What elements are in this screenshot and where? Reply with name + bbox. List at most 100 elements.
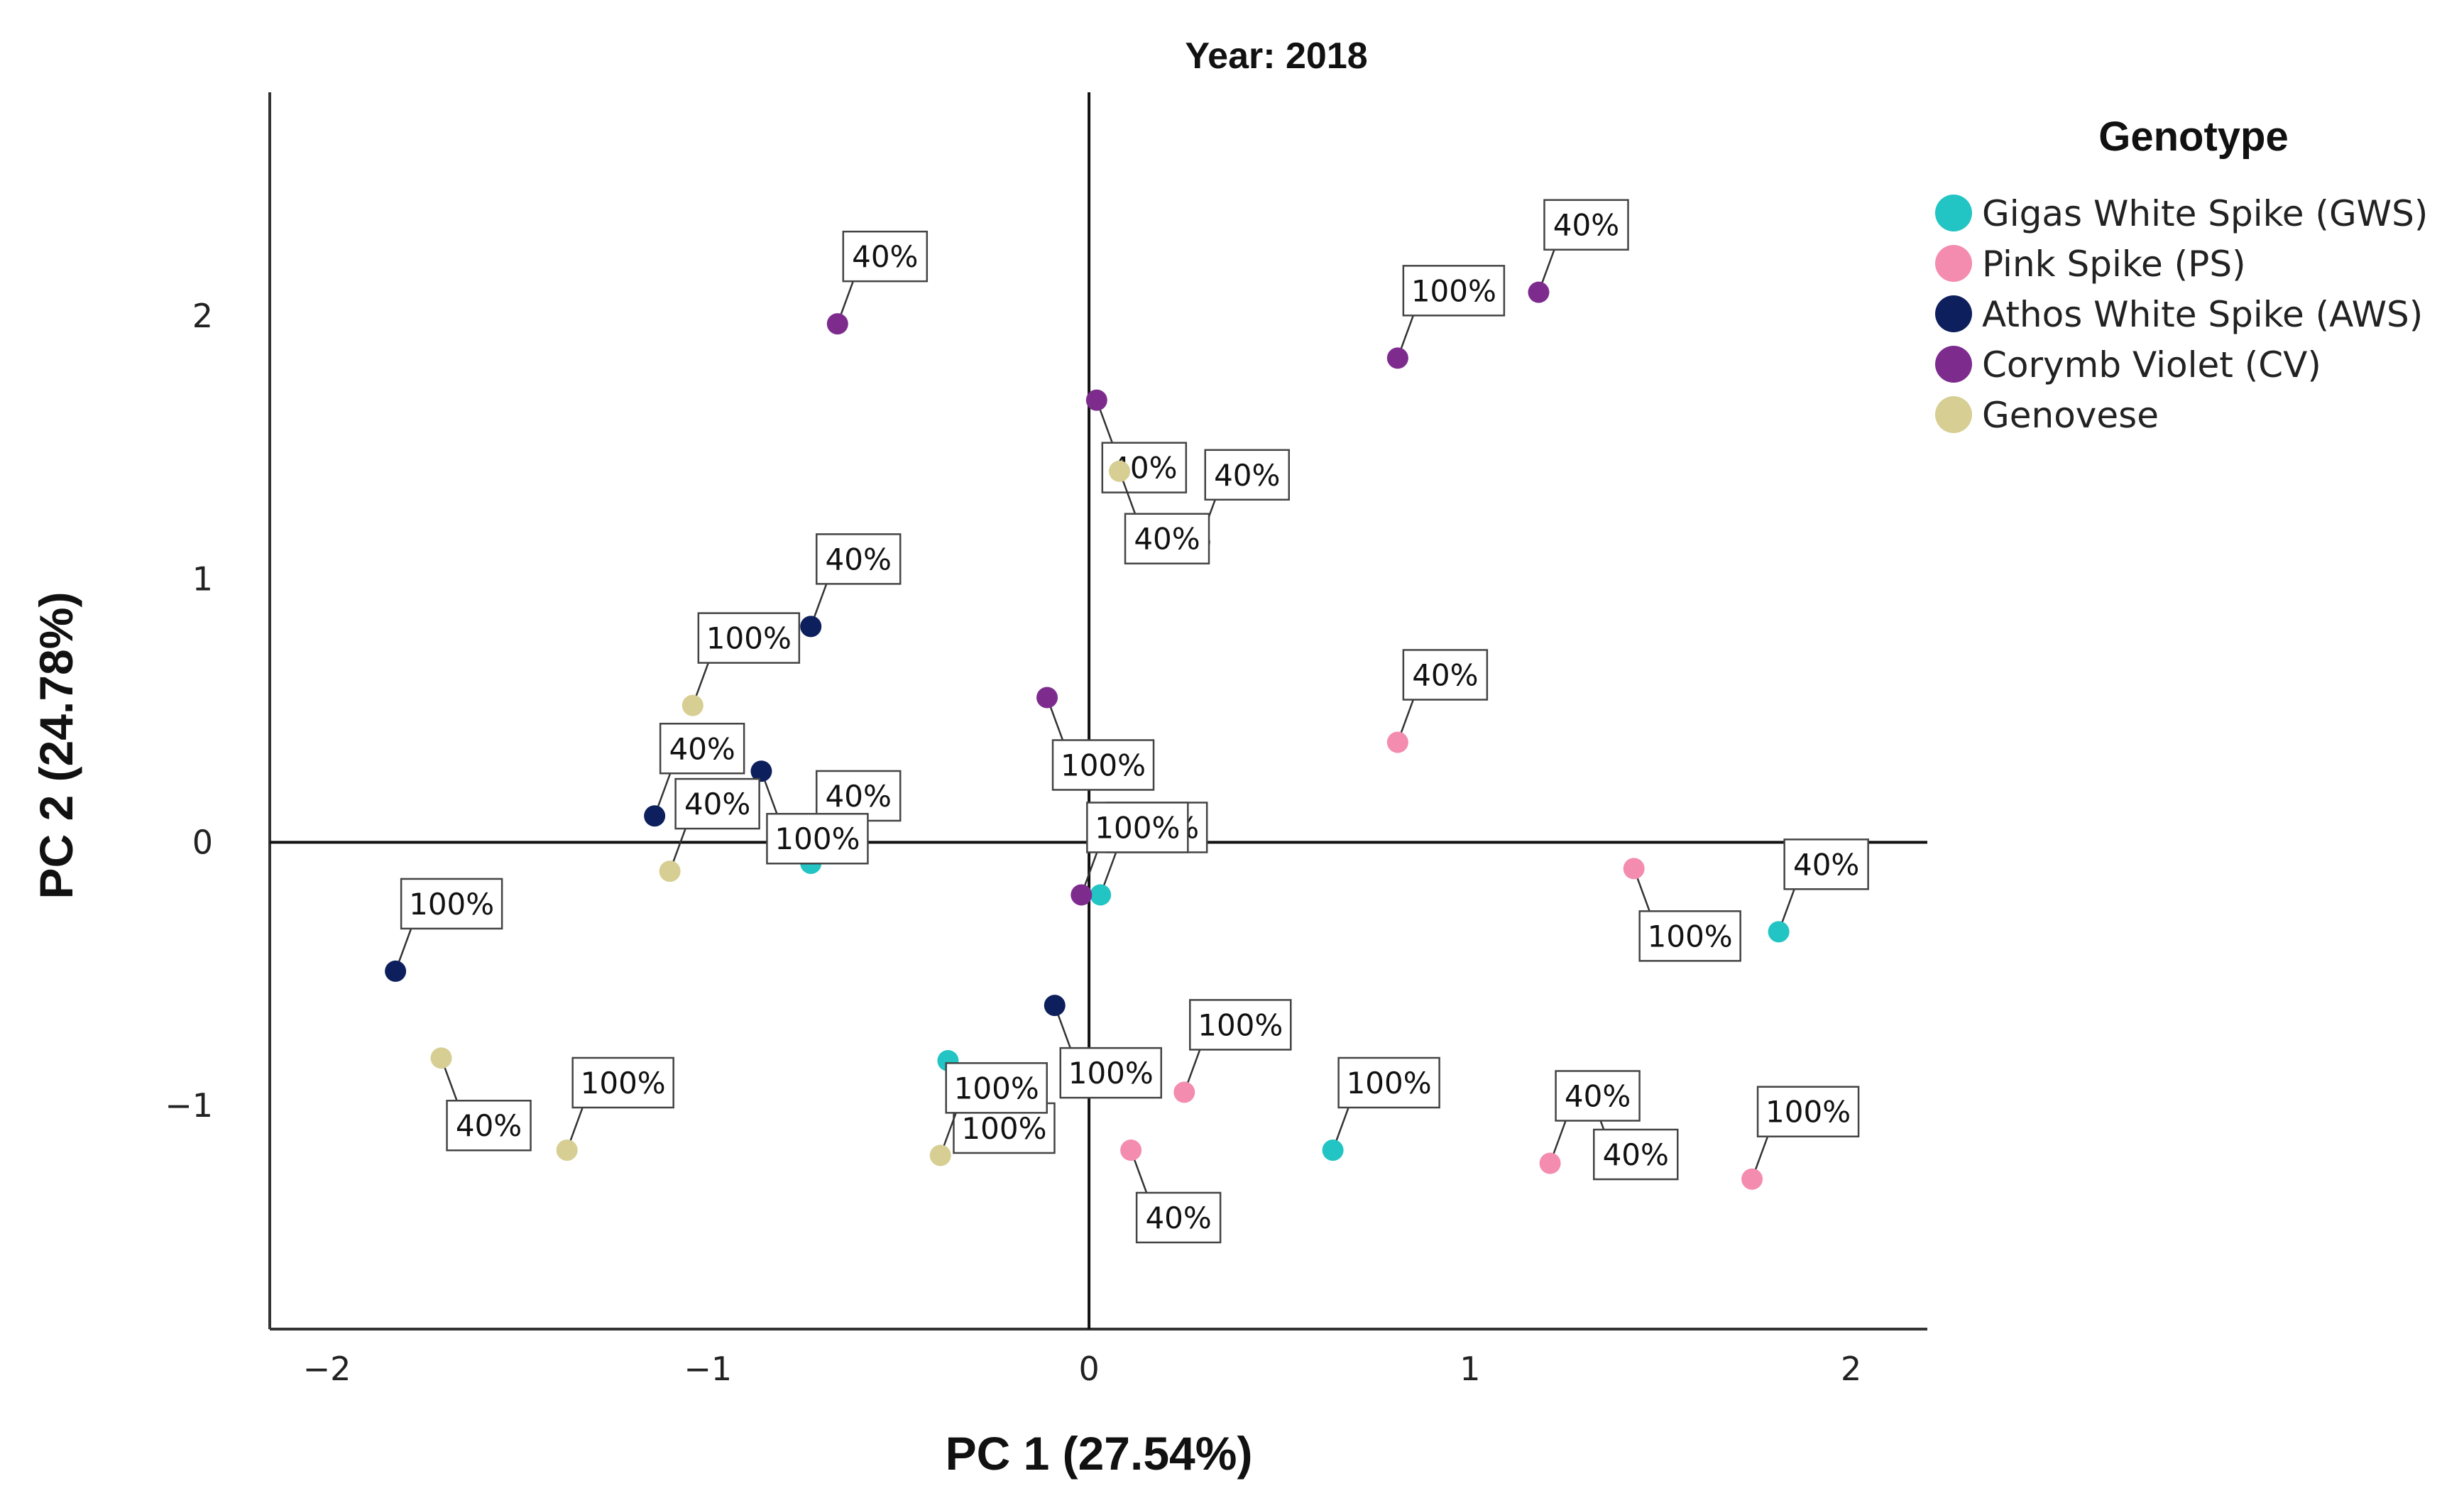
legend-marker	[1935, 346, 1972, 383]
data-point	[1173, 1081, 1195, 1103]
callout-box	[1204, 449, 1290, 501]
point-callout: 100%	[1332, 1056, 1440, 1151]
data-point	[659, 860, 681, 883]
point-label: 40%	[1603, 1137, 1669, 1172]
point-label: 100%	[409, 887, 494, 922]
y-tick-label: 1	[192, 560, 213, 599]
point-label: 100%	[581, 1066, 666, 1100]
point-label: 40%	[1565, 1078, 1631, 1113]
legend-entry-label: Corymb Violet (CV)	[1982, 344, 2321, 386]
data-point	[1386, 731, 1408, 753]
data-point	[1090, 884, 1112, 906]
y-tick-label: −1	[165, 1086, 213, 1125]
point-label: 100%	[1068, 1056, 1154, 1091]
data-point	[1036, 687, 1058, 709]
point-callout: 40%	[1778, 838, 1869, 932]
x-tick-label: 2	[1841, 1350, 1861, 1388]
data-point	[681, 694, 703, 716]
callout-box	[1189, 999, 1292, 1051]
callout-box	[659, 723, 745, 775]
plot-area: −2 −1 0 1 2 −1 0 1 2 40% 40% 100% 40% 100% 100% 100% 40%…	[165, 92, 1927, 1388]
point-callout: 100%	[1751, 1086, 1860, 1180]
legend-entry-label: Pink Spike (PS)	[1982, 244, 2246, 285]
callout-box	[1402, 649, 1489, 701]
point-callout: 40%	[1129, 1149, 1222, 1244]
legend: Genotype Gigas White Spike (GWS) Pink Spi…	[1935, 114, 2428, 436]
point-label: 100%	[1347, 1066, 1432, 1100]
point-label: 100%	[1061, 748, 1146, 782]
callout-box	[1543, 199, 1629, 251]
legend-marker	[1935, 396, 1972, 433]
callout-box	[571, 1056, 674, 1109]
point-label: 100%	[706, 621, 792, 656]
point-callout: 100%	[691, 612, 801, 706]
point-callout: 40%	[810, 533, 902, 627]
data-point	[430, 1047, 452, 1069]
point-callout: 100%	[939, 1062, 1048, 1156]
legend-entry-label: Genovese	[1982, 395, 2159, 436]
y-tick-label: 2	[192, 297, 213, 335]
callout-box	[815, 770, 902, 822]
callout-box	[1086, 802, 1189, 853]
point-callout: 40%	[1396, 649, 1489, 743]
point-label: 40%	[1412, 657, 1478, 692]
callout-box	[1124, 513, 1210, 564]
data-point	[1322, 1139, 1344, 1161]
data-point	[1109, 460, 1131, 482]
point-label: 40%	[1793, 847, 1859, 882]
point-callout: 100%	[1183, 999, 1292, 1093]
data-point	[556, 1139, 578, 1161]
point-callout: 40%	[669, 777, 760, 872]
callout-box	[446, 1099, 532, 1152]
legend-marker	[1935, 245, 1972, 282]
data-point	[385, 960, 407, 982]
point-label: 40%	[456, 1108, 522, 1143]
point-label: 40%	[852, 239, 918, 274]
data-point	[1044, 995, 1066, 1017]
callout-box	[1051, 739, 1155, 791]
point-label: 100%	[1198, 1007, 1283, 1042]
callout-box	[842, 230, 929, 283]
point-label: 100%	[1648, 919, 1733, 954]
point-callout: 40%	[653, 723, 745, 816]
callout-box	[1756, 1086, 1860, 1137]
data-point	[1768, 921, 1790, 943]
data-point	[750, 760, 772, 782]
legend-entry-label: Gigas White Spike (GWS)	[1982, 193, 2428, 234]
callout-box	[674, 777, 760, 830]
x-tick-label: 0	[1078, 1350, 1099, 1388]
legend-marker	[1935, 195, 1972, 231]
data-point	[1071, 884, 1093, 906]
callout-box	[697, 612, 801, 664]
callout-box	[1059, 1047, 1163, 1099]
y-axis-label: PC 2 (24.78%)	[30, 592, 82, 900]
callout-box	[1337, 1056, 1440, 1109]
point-callout: 40%	[1198, 449, 1290, 543]
point-callout: 100%	[394, 878, 503, 972]
point-label: 100%	[1411, 273, 1496, 308]
x-tick-label: −1	[684, 1350, 732, 1388]
data-point	[800, 616, 822, 638]
point-callout: 40%	[440, 1057, 532, 1152]
point-label: 40%	[1553, 208, 1619, 243]
data-point	[1528, 281, 1550, 303]
point-label: 100%	[954, 1071, 1039, 1105]
callout-box	[1135, 1191, 1222, 1244]
chart-title: Year: 2018	[1185, 35, 1367, 77]
point-callout: 40%	[1095, 400, 1188, 493]
callout-box	[766, 812, 869, 865]
callout-box	[1555, 1070, 1641, 1122]
point-callout: 40%	[1118, 471, 1210, 564]
x-tick-label: 1	[1460, 1350, 1480, 1388]
data-point	[1741, 1168, 1763, 1190]
data-point	[1623, 858, 1645, 880]
callout-box	[1402, 265, 1506, 317]
x-axis-label: PC 1 (27.54%)	[946, 1427, 1253, 1480]
point-label: 100%	[1095, 810, 1180, 845]
data-point	[929, 1144, 951, 1166]
data-point	[644, 805, 666, 827]
point-label: 100%	[961, 1111, 1046, 1146]
point-callout: 100%	[1396, 265, 1506, 359]
point-callout: 100%	[1080, 802, 1189, 895]
point-label: 40%	[1145, 1201, 1211, 1235]
